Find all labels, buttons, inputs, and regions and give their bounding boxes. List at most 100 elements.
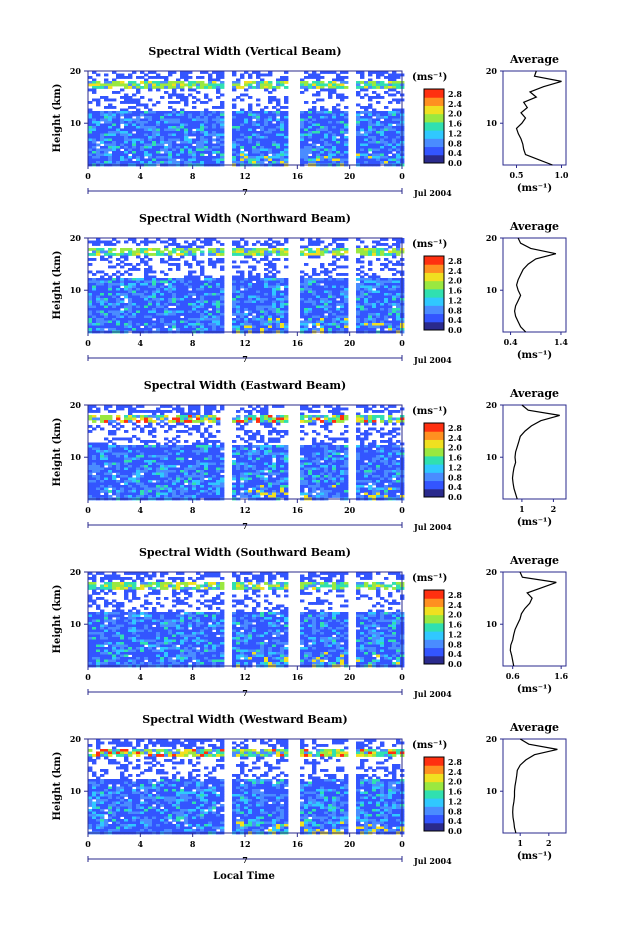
heatmap-cell [100, 86, 104, 89]
heatmap-cell [268, 283, 272, 286]
heatmap-cell [248, 114, 252, 117]
heatmap-cell [252, 301, 256, 304]
heatmap-cell [104, 79, 108, 82]
heatmap-cell [384, 450, 388, 453]
heatmap-cell [388, 114, 392, 117]
heatmap-cell [280, 283, 284, 286]
heatmap-cell [92, 126, 96, 129]
heatmap-cell [240, 450, 244, 453]
heatmap-cell [332, 263, 336, 266]
heatmap-cell [92, 258, 96, 261]
heatmap-cell [272, 251, 276, 254]
heatmap-cell [272, 159, 276, 162]
heatmap-cell [332, 159, 336, 162]
heatmap-cell [172, 291, 176, 294]
heatmap-cell [268, 266, 272, 269]
heatmap-cell [116, 146, 120, 149]
heatmap-cell [344, 448, 348, 451]
heatmap-cell [152, 241, 156, 244]
heatmap-cell [360, 81, 364, 84]
heatmap-cell [200, 283, 204, 286]
x-axis-label: Local Time [213, 871, 275, 882]
heatmap-cell [100, 301, 104, 304]
heatmap-cell [136, 141, 140, 144]
heatmap-cell [272, 273, 276, 276]
heatmap-cell [128, 74, 132, 77]
heatmap-cell [196, 159, 200, 162]
heatmap-cell [252, 283, 256, 286]
heatmap-cell [312, 283, 316, 286]
heatmap-cell [124, 124, 128, 127]
heatmap-cell [184, 156, 188, 159]
heatmap-cell [212, 291, 216, 294]
heatmap-cell [204, 408, 208, 411]
heatmap-cell [152, 286, 156, 289]
heatmap-cell [280, 251, 284, 254]
heatmap-cell [248, 438, 252, 441]
heatmap-cell [208, 306, 212, 309]
heatmap-cell [264, 413, 268, 416]
heatmap-cell [328, 291, 332, 294]
heatmap-cell [204, 241, 208, 244]
heatmap-cell [300, 91, 304, 94]
heatmap-cell [196, 311, 200, 314]
heatmap-cell [160, 286, 164, 289]
heatmap-cell [268, 271, 272, 274]
heatmap-cell [88, 241, 92, 244]
heatmap-cell [220, 288, 224, 291]
heatmap-cell [196, 161, 200, 164]
heatmap-cell [184, 114, 188, 117]
heatmap-cell [92, 296, 96, 299]
heatmap-cell [196, 450, 200, 453]
heatmap-cell [264, 154, 268, 157]
heatmap-cell [380, 303, 384, 306]
heatmap-cell [356, 430, 360, 433]
heatmap-cell [236, 159, 240, 162]
heatmap-cell [100, 303, 104, 306]
heatmap-cell [132, 428, 136, 431]
heatmap-cell [180, 109, 184, 112]
heatmap-cell [200, 298, 204, 301]
heatmap-cell [332, 111, 336, 114]
heatmap-cell [280, 129, 284, 132]
heatmap-cell [100, 311, 104, 314]
heatmap-cell [260, 328, 264, 331]
heatmap-cell [184, 154, 188, 157]
heatmap-cell [396, 450, 400, 453]
heatmap-cell [312, 81, 316, 84]
heatmap-cell [344, 129, 348, 132]
heatmap-cell [176, 101, 180, 104]
heatmap-cell [188, 415, 192, 418]
heatmap-cell [100, 443, 104, 446]
heatmap-cell [176, 435, 180, 438]
heatmap-cell [232, 296, 236, 299]
heatmap-cell [208, 425, 212, 428]
heatmap-cell [384, 326, 388, 329]
heatmap-cell [128, 151, 132, 154]
heatmap-cell [172, 149, 176, 152]
heatmap-cell [244, 149, 248, 152]
heatmap-cell [328, 94, 332, 97]
heatmap-cell [368, 79, 372, 82]
heatmap-cell [208, 121, 212, 124]
heatmap-cell [380, 433, 384, 436]
heatmap-cell [132, 328, 136, 331]
profile-y-tick-label: 20 [486, 233, 498, 243]
heatmap-cell [268, 151, 272, 154]
heatmap-cell [108, 303, 112, 306]
heatmap-cell [200, 151, 204, 154]
heatmap-cell [100, 256, 104, 259]
heatmap-cell [112, 296, 116, 299]
heatmap-cell [148, 301, 152, 304]
heatmap-cell [144, 111, 148, 114]
heatmap-cell [88, 291, 92, 294]
heatmap-cell [248, 445, 252, 448]
heatmap-cell [284, 278, 288, 281]
heatmap-cell [124, 286, 128, 289]
heatmap-cell [264, 281, 268, 284]
heatmap-cell [108, 276, 112, 279]
heatmap-cell [196, 141, 200, 144]
heatmap-cell [100, 159, 104, 162]
profile-title: Average [509, 53, 559, 66]
heatmap-cell [260, 258, 264, 261]
